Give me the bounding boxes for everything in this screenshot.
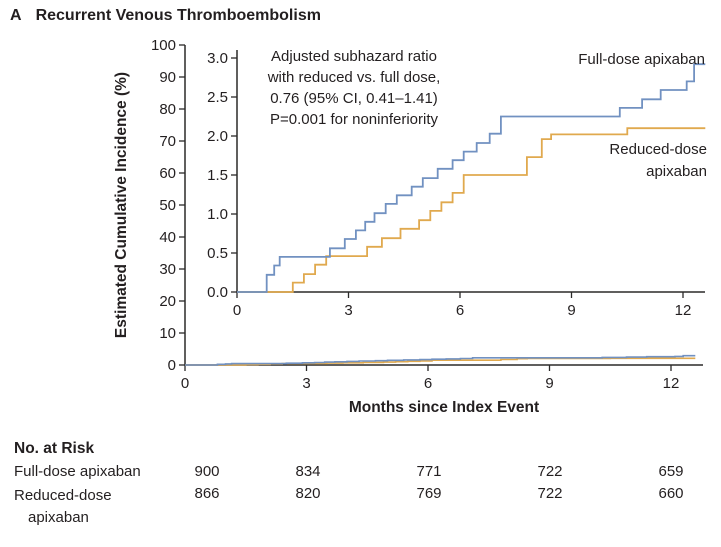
figure-title: Recurrent Venous Thromboembolism bbox=[35, 7, 321, 24]
inset-x-tick-label: 6 bbox=[456, 302, 464, 319]
inset-y-tick-label: 0.0 bbox=[207, 284, 228, 301]
main-y-tick-label: 80 bbox=[159, 101, 176, 118]
main-x-tick-label: 6 bbox=[424, 375, 432, 392]
risk-value: 659 bbox=[658, 463, 684, 480]
full-dose-apixaban-line-inset bbox=[237, 63, 706, 293]
series-label-full-dose: Full-dose apixaban bbox=[578, 51, 705, 68]
risk-value: 834 bbox=[295, 463, 321, 480]
risk-value: 660 bbox=[658, 485, 684, 502]
main-x-tick-label: 9 bbox=[545, 375, 553, 392]
risk-row-label-reduced-dose: Reduced-dose apixaban bbox=[14, 487, 112, 526]
x-axis-title: Months since Index Event bbox=[348, 399, 540, 416]
annotation-line: with reduced vs. full dose, bbox=[267, 69, 441, 86]
risk-value: 722 bbox=[537, 485, 563, 502]
inset-x-tick-label: 0 bbox=[233, 302, 241, 319]
inset-x-tick-label: 9 bbox=[567, 302, 575, 319]
main-y-tick-label: 0 bbox=[168, 357, 176, 374]
main-y-tick-label: 20 bbox=[159, 293, 176, 310]
annotation-line: P=0.001 for noninferiority bbox=[269, 111, 439, 128]
risk-value: 769 bbox=[416, 485, 442, 502]
full-dose-apixaban-line-main bbox=[185, 354, 696, 366]
risk-value: 866 bbox=[194, 485, 220, 502]
risk-value: 900 bbox=[194, 463, 220, 480]
risk-value: 722 bbox=[537, 463, 563, 480]
main-y-tick-label: 60 bbox=[159, 165, 176, 182]
inset-y-tick-label: 3.0 bbox=[207, 50, 228, 67]
inset-y-tick-label: 2.5 bbox=[207, 89, 228, 106]
main-y-tick-label: 100 bbox=[151, 37, 176, 54]
main-y-tick-label: 10 bbox=[159, 325, 176, 342]
main-y-tick-label: 50 bbox=[159, 197, 176, 214]
main-x-tick-label: 0 bbox=[181, 375, 189, 392]
risk-row-label-full-dose: Full-dose apixaban bbox=[14, 463, 141, 480]
main-y-tick-label: 40 bbox=[159, 229, 176, 246]
annotation-line: 0.76 (95% CI, 0.41–1.41) bbox=[270, 90, 438, 107]
annotation-line: Adjusted subhazard ratio bbox=[271, 48, 437, 65]
risk-table-heading: No. at Risk bbox=[14, 440, 95, 457]
series-label-reduced-dose: Reduced-dose apixaban bbox=[609, 141, 707, 180]
main-x-tick-label: 3 bbox=[302, 375, 310, 392]
inset-y-tick-label: 1.0 bbox=[207, 206, 228, 223]
figure-header: A Recurrent Venous Thromboembolism bbox=[10, 7, 321, 25]
panel-label: A bbox=[10, 7, 22, 24]
main-x-tick-label: 12 bbox=[663, 375, 680, 392]
main-y-tick-label: 30 bbox=[159, 261, 176, 278]
reduced-dose-apixaban-line-inset bbox=[237, 127, 706, 293]
y-axis-title: Estimated Cumulative Incidence (%) bbox=[113, 71, 130, 339]
main-y-tick-label: 90 bbox=[159, 69, 176, 86]
inset-y-tick-label: 0.5 bbox=[207, 245, 228, 262]
inset-y-tick-label: 1.5 bbox=[207, 167, 228, 184]
risk-value: 771 bbox=[416, 463, 442, 480]
inset-x-tick-label: 3 bbox=[344, 302, 352, 319]
inset-y-tick-label: 2.0 bbox=[207, 128, 228, 145]
main-y-tick-label: 70 bbox=[159, 133, 176, 150]
annotation-block: Adjusted subhazard ratio with reduced vs… bbox=[246, 46, 462, 130]
risk-value: 820 bbox=[295, 485, 321, 502]
inset-x-tick-label: 12 bbox=[675, 302, 692, 319]
